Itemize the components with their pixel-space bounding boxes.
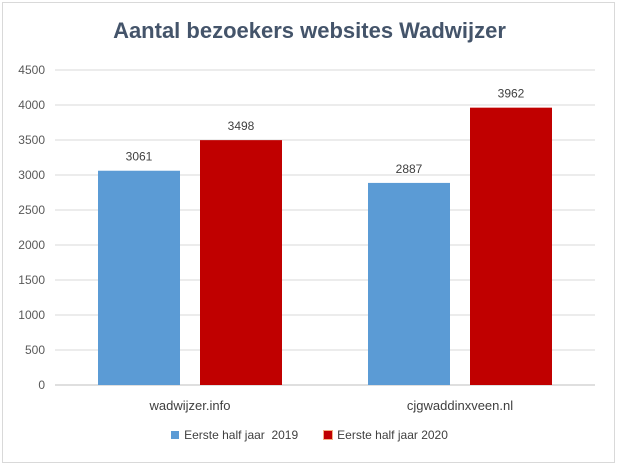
bar-2019	[368, 182, 450, 385]
data-label: 2887	[396, 162, 423, 176]
data-label: 3061	[126, 150, 153, 164]
y-tick-label: 500	[25, 343, 45, 357]
y-tick-label: 2000	[18, 238, 45, 252]
legend-label-2020: Eerste half jaar 2020	[337, 428, 448, 442]
y-tick-label: 3500	[18, 133, 45, 147]
bar-2020	[200, 140, 282, 385]
y-tick-label: 1500	[18, 273, 45, 287]
x-category-label: cjgwaddinxveen.nl	[407, 398, 513, 413]
legend-label-2019: Eerste half jaar 2019	[184, 428, 299, 442]
legend-swatch-2019	[171, 431, 180, 439]
y-tick-label: 4500	[18, 63, 45, 77]
bar-2020	[470, 107, 552, 385]
legend-swatch-2020	[323, 430, 334, 440]
bar-2019	[98, 170, 180, 385]
x-category-label: wadwijzer.info	[149, 398, 231, 413]
legend-item-2020: Eerste half jaar 2020	[323, 428, 448, 442]
chart-title: Aantal bezoekers websites Wadwijzer	[113, 18, 506, 43]
legend-item-2019: Eerste half jaar 2019	[171, 428, 298, 442]
legend: Eerste half jaar 2019 Eerste half jaar 2…	[0, 428, 619, 442]
y-tick-label: 4000	[18, 98, 45, 112]
data-label: 3498	[228, 119, 255, 133]
data-label: 3962	[498, 87, 525, 101]
y-tick-label: 0	[38, 378, 45, 392]
y-tick-label: 3000	[18, 168, 45, 182]
y-tick-label: 2500	[18, 203, 45, 217]
y-tick-label: 1000	[18, 308, 45, 322]
